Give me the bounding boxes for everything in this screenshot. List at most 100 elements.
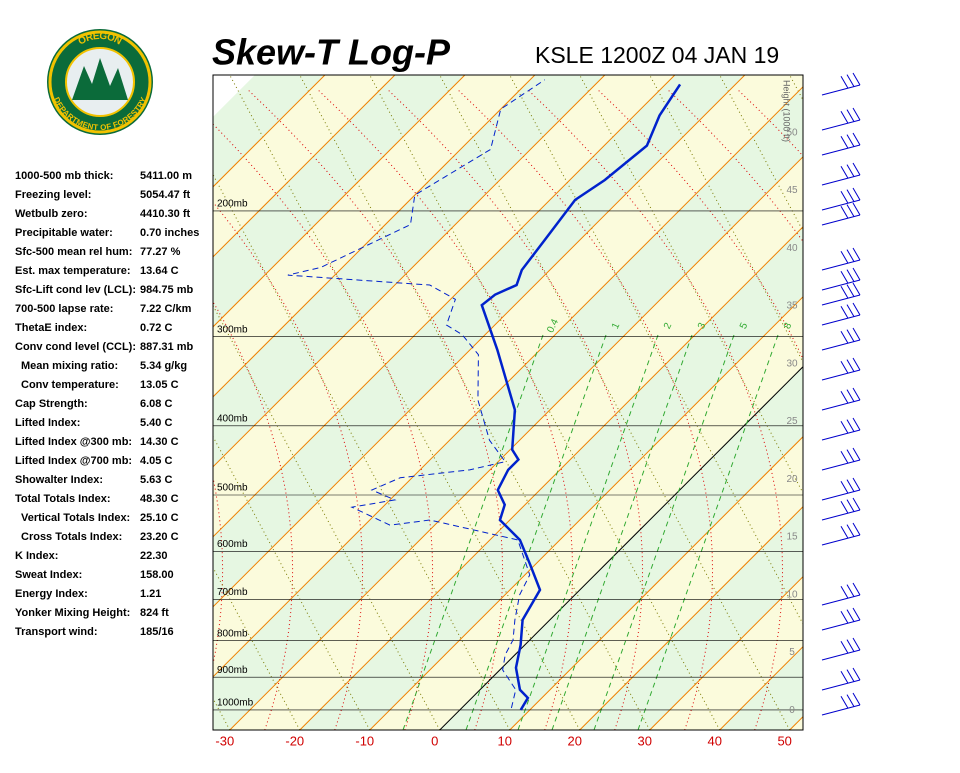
y-tick-label: 900mb xyxy=(217,665,248,676)
index-value: 5.40 C xyxy=(140,417,172,429)
wind-barb xyxy=(852,357,861,371)
index-label: Cap Strength: xyxy=(15,398,88,410)
wind-barb xyxy=(852,107,861,121)
y2-tick-label: 10 xyxy=(786,589,798,600)
index-value: 7.22 C/km xyxy=(140,303,192,315)
wind-barb xyxy=(840,585,849,599)
index-value: 22.30 xyxy=(140,550,168,562)
wind-barb xyxy=(840,670,849,684)
index-label: Mean mixing ratio: xyxy=(21,360,118,372)
index-value: 14.30 C xyxy=(140,436,179,448)
x-tick-label: 30 xyxy=(637,733,651,748)
wind-barb xyxy=(840,610,849,624)
wind-barb xyxy=(821,144,861,156)
temperature-line xyxy=(480,83,682,711)
index-label: ThetaE index: xyxy=(15,322,87,334)
index-label: Est. max temperature: xyxy=(15,265,131,277)
y-tick-label: 400mb xyxy=(217,413,248,424)
wind-barb xyxy=(840,285,849,299)
wind-barb xyxy=(846,669,855,682)
wind-barb xyxy=(840,305,849,319)
wind-barb xyxy=(821,294,861,306)
wind-barb xyxy=(846,304,855,317)
index-label: Transport wind: xyxy=(15,626,98,638)
index-label: 1000-500 mb thick: xyxy=(15,170,113,182)
isotherm xyxy=(299,226,803,730)
wind-barb xyxy=(852,267,861,281)
index-label: Cross Totals Index: xyxy=(21,531,122,543)
y2-tick-label: 15 xyxy=(786,532,798,543)
wind-barb xyxy=(852,522,861,536)
index-value: 0.70 inches xyxy=(140,227,199,239)
wind-barb xyxy=(846,449,855,462)
isotherm xyxy=(213,75,536,398)
wind-barb xyxy=(840,360,849,374)
wind-barb xyxy=(852,247,861,261)
mixing-ratio-line xyxy=(593,334,735,730)
index-value: 25.10 C xyxy=(140,512,179,524)
index-value: 0.72 C xyxy=(140,322,172,334)
wind-barb xyxy=(846,359,855,372)
isotherm xyxy=(213,75,396,258)
y2-tick-label: 0 xyxy=(789,705,795,716)
x-tick-label: 0 xyxy=(431,733,438,748)
wind-barb xyxy=(821,704,861,716)
mixing-ratio-label: 2 xyxy=(662,321,675,331)
index-label: Lifted Index: xyxy=(15,417,80,429)
wind-barb xyxy=(846,74,855,87)
index-label: 700-500 lapse rate: xyxy=(15,303,113,315)
wind-barb xyxy=(846,419,855,432)
wind-barb xyxy=(852,72,861,86)
wind-barb xyxy=(852,187,861,201)
index-value: 4.05 C xyxy=(140,455,172,467)
x-tick-label: 20 xyxy=(568,733,582,748)
wind-barb xyxy=(852,417,861,431)
wind-barb xyxy=(852,282,861,296)
mixing-ratio-line xyxy=(402,334,544,730)
isotherm xyxy=(579,506,803,730)
index-value: 23.20 C xyxy=(140,531,179,543)
index-label: K Index: xyxy=(15,550,58,562)
index-label: Lifted Index @300 mb: xyxy=(15,436,132,448)
wind-barb xyxy=(840,75,849,89)
wind-barb xyxy=(846,284,855,297)
wind-barb xyxy=(821,509,861,521)
index-value: 185/16 xyxy=(140,626,174,638)
isotherm xyxy=(789,715,803,730)
wind-barb xyxy=(852,162,861,176)
index-value: 824 ft xyxy=(140,607,169,619)
index-value: 6.08 C xyxy=(140,398,172,410)
dewpoint-line xyxy=(287,79,546,709)
index-label: Freezing level: xyxy=(15,189,91,201)
index-value: 158.00 xyxy=(140,569,174,581)
wind-barb xyxy=(840,640,849,654)
y2-tick-label: 45 xyxy=(786,185,798,196)
index-label: Energy Index: xyxy=(15,588,88,600)
wind-barb xyxy=(840,695,849,709)
wind-barb xyxy=(852,477,861,491)
index-label: Total Totals Index: xyxy=(15,493,111,505)
wind-barb xyxy=(852,327,861,341)
index-value: 77.27 % xyxy=(140,246,181,258)
wind-barb xyxy=(821,214,861,226)
isotherm xyxy=(369,296,803,730)
mixing-ratio-label: 0.4 xyxy=(545,317,561,335)
wind-barb xyxy=(840,525,849,539)
x-tick-label: -10 xyxy=(355,733,374,748)
isotherm xyxy=(649,576,803,730)
wind-barb xyxy=(821,119,861,131)
wind-barb xyxy=(846,204,855,217)
index-label: Sfc-500 mean rel hum: xyxy=(15,246,132,258)
y-tick-label: 600mb xyxy=(217,539,248,550)
wind-barb xyxy=(821,459,861,471)
wind-barb xyxy=(821,399,861,411)
index-value: 5.63 C xyxy=(140,474,172,486)
wind-barb xyxy=(840,110,849,124)
wind-barb xyxy=(852,132,861,146)
index-label: Conv cond level (CCL): xyxy=(15,341,136,353)
index-value: 5054.47 ft xyxy=(140,189,190,201)
wind-barb xyxy=(852,637,861,651)
x-tick-label: -20 xyxy=(285,733,304,748)
title: Skew-T Log-P xyxy=(212,32,451,73)
